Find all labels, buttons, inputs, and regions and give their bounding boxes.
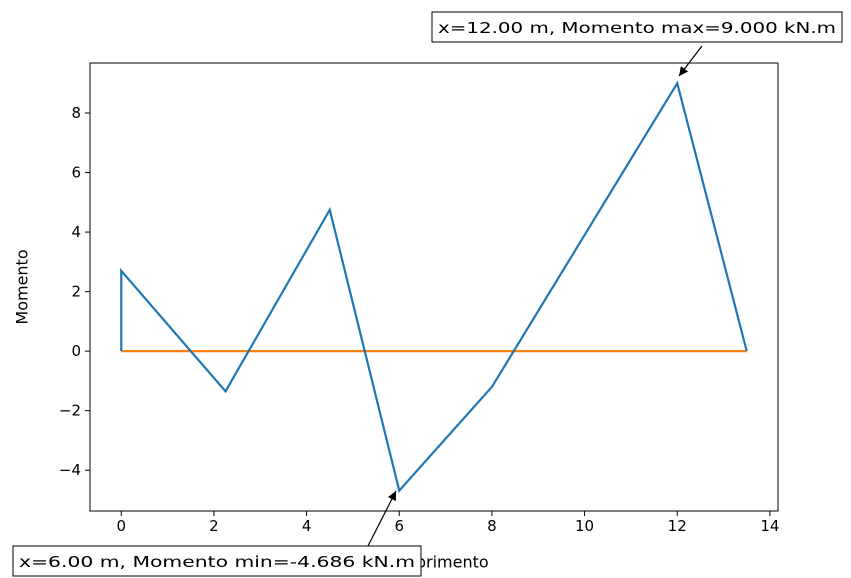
- x-tick-label: 8: [487, 517, 497, 535]
- x-tick-label: 2: [209, 517, 219, 535]
- y-tick-label: 8: [71, 104, 81, 122]
- annotation-box: [12, 545, 422, 577]
- annotation-box: [431, 11, 843, 43]
- series-line-1: [120, 80, 748, 493]
- x-tick-label: 10: [575, 517, 594, 535]
- annotation-label: x=12.00 m, Momento max=9.000 kN.m: [438, 19, 836, 37]
- annotation-label: x=6.00 m, Momento min=-4.686 kN.m: [19, 553, 415, 571]
- x-tick-label: 0: [116, 517, 126, 535]
- annotation-arrowhead: [679, 66, 689, 76]
- annotation-arrow: [367, 490, 397, 547]
- plot-area: [89, 62, 779, 512]
- y-tick-label: 4: [71, 223, 81, 241]
- y-tick-label: 6: [71, 164, 81, 182]
- x-tick-label: 14: [760, 517, 779, 535]
- annotation-layer: x=12.00 m, Momento max=9.000 kN.m x=6.00 …: [12, 11, 843, 577]
- y-tick-label: −2: [59, 402, 81, 420]
- y-axis-ticks: −4 −2 0 2 4 6 8: [59, 104, 90, 479]
- y-tick-label: 0: [71, 342, 81, 360]
- y-tick-label: −4: [59, 461, 81, 479]
- x-tick-label: 4: [302, 517, 312, 535]
- annotation-arrowhead: [387, 491, 396, 502]
- x-tick-label: 12: [668, 517, 687, 535]
- x-axis-ticks: 0 2 4 6 8 10 12 14: [116, 511, 779, 535]
- y-tick-label: 2: [71, 283, 81, 301]
- x-tick-label: 6: [394, 517, 404, 535]
- series-layer: [120, 80, 748, 493]
- y-axis-label: Momento: [13, 249, 32, 324]
